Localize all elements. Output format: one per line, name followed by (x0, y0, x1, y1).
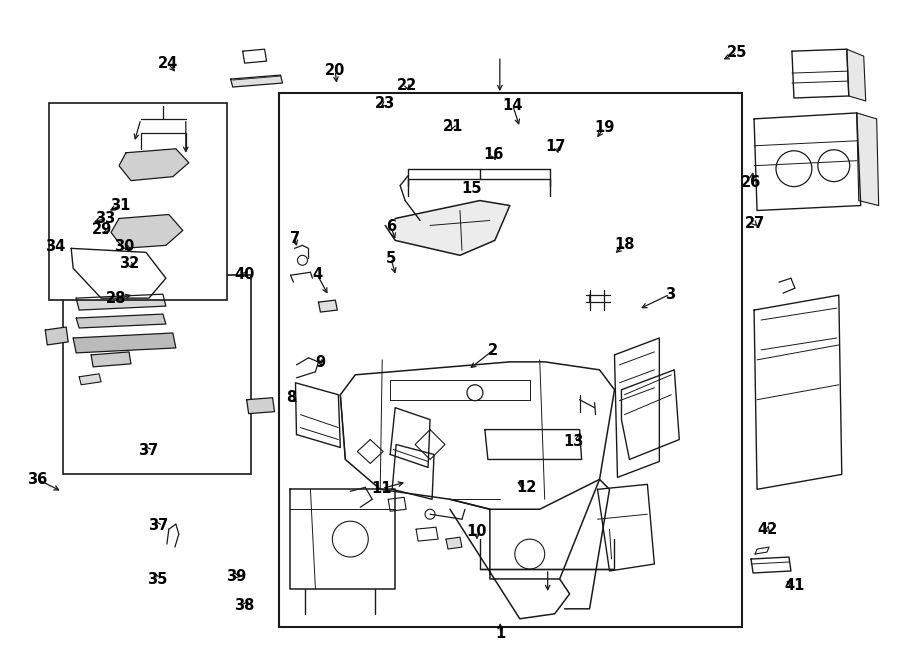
Text: 11: 11 (372, 481, 392, 496)
Text: 40: 40 (234, 267, 255, 282)
Text: 7: 7 (290, 231, 300, 246)
Polygon shape (76, 294, 166, 310)
Bar (63, 275, 250, 475)
Polygon shape (857, 113, 878, 206)
Polygon shape (79, 374, 101, 385)
Text: 14: 14 (502, 98, 523, 113)
Text: 15: 15 (462, 182, 482, 196)
Text: 2: 2 (488, 343, 498, 358)
Text: 34: 34 (45, 239, 66, 254)
Text: 5: 5 (386, 251, 396, 266)
Text: 21: 21 (443, 119, 463, 134)
Polygon shape (45, 327, 68, 345)
Polygon shape (73, 333, 176, 353)
Polygon shape (446, 537, 462, 549)
Polygon shape (119, 149, 189, 180)
Text: 42: 42 (758, 522, 778, 537)
Text: 8: 8 (286, 390, 296, 405)
Text: 6: 6 (386, 219, 396, 234)
Polygon shape (319, 300, 338, 312)
Text: 4: 4 (312, 267, 322, 282)
Text: 39: 39 (226, 568, 247, 584)
Text: 35: 35 (148, 572, 167, 587)
Text: 41: 41 (784, 578, 805, 594)
Text: 22: 22 (397, 78, 417, 93)
Text: 36: 36 (27, 472, 48, 486)
Text: 24: 24 (158, 56, 178, 71)
Polygon shape (111, 214, 183, 249)
Text: 25: 25 (727, 45, 747, 60)
Text: 19: 19 (594, 120, 615, 136)
Text: 1: 1 (495, 626, 506, 641)
Text: 16: 16 (483, 147, 503, 161)
Text: 10: 10 (467, 524, 487, 539)
Text: 37: 37 (139, 443, 158, 458)
Polygon shape (76, 314, 166, 328)
Text: 3: 3 (665, 287, 675, 302)
Text: 38: 38 (234, 598, 255, 613)
Text: 31: 31 (110, 198, 130, 213)
Bar (50, 103, 227, 300)
Text: 32: 32 (119, 256, 139, 271)
Polygon shape (247, 398, 274, 414)
Text: 37: 37 (148, 518, 168, 533)
Text: 18: 18 (615, 237, 635, 253)
Text: 33: 33 (95, 211, 115, 226)
Text: 23: 23 (375, 96, 395, 111)
Text: 12: 12 (516, 480, 536, 494)
Polygon shape (91, 352, 131, 367)
Polygon shape (230, 75, 283, 87)
Text: 27: 27 (745, 216, 765, 231)
Text: 26: 26 (742, 175, 761, 190)
Text: 17: 17 (545, 139, 566, 154)
Text: 13: 13 (563, 434, 584, 449)
Text: 28: 28 (106, 292, 126, 307)
Text: 20: 20 (325, 63, 346, 78)
Polygon shape (395, 200, 509, 255)
Polygon shape (847, 49, 866, 101)
Bar (278, 93, 742, 627)
Text: 9: 9 (315, 354, 325, 369)
Text: 30: 30 (114, 239, 134, 254)
Text: 29: 29 (92, 222, 112, 237)
